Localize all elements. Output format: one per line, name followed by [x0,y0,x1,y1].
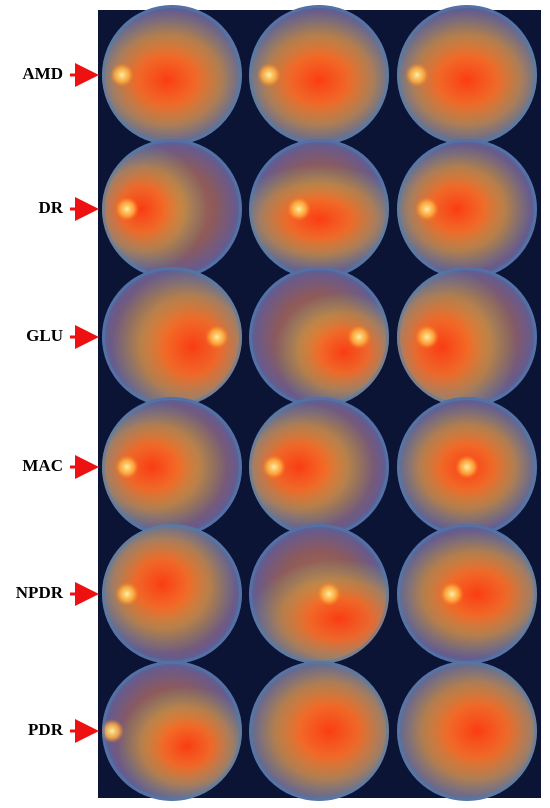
fundus-image [397,139,537,279]
fundus-image [249,661,389,801]
rim [102,661,242,801]
optic-disc [415,197,439,221]
optic-disc [205,325,229,349]
heatmap [102,524,237,654]
optic-disc [415,325,439,349]
heatmap [102,10,242,145]
fundus-image [102,661,242,801]
fundus-image [102,5,242,145]
optic-disc [347,325,371,349]
optic-disc [440,582,464,606]
fundus-image [102,524,242,664]
fundus-image [249,139,389,279]
heatmap [249,164,389,274]
optic-disc [405,63,429,87]
optic-disc [110,63,134,87]
heatmap [249,402,374,532]
optic-disc [262,455,286,479]
heatmap [397,661,537,801]
optic-disc [287,197,311,221]
heatmap [397,10,537,145]
fundus-image [102,397,242,537]
optic-disc [455,455,479,479]
heatmap [249,10,389,145]
fundus-image [397,524,537,664]
heatmap [102,144,207,274]
optic-disc [317,582,341,606]
row-label: DR [38,198,63,217]
optic-disc [257,63,281,87]
fundus-image [397,5,537,145]
row-label: MAC [22,456,63,475]
row-label: PDR [28,720,64,739]
optic-disc [115,582,139,606]
optic-disc [115,197,139,221]
rim [249,661,389,801]
heatmap [249,661,389,801]
optic-disc [115,455,139,479]
fundus-image [249,397,389,537]
optic-disc [102,719,124,743]
fundus-image [397,661,537,801]
row-label: GLU [26,326,63,345]
heatmap [397,529,537,659]
fundus-image [249,5,389,145]
heatmap [102,402,227,532]
row-label: NPDR [16,583,64,602]
row-label: AMD [22,64,63,83]
rim [397,661,537,801]
heatmap [397,144,532,274]
